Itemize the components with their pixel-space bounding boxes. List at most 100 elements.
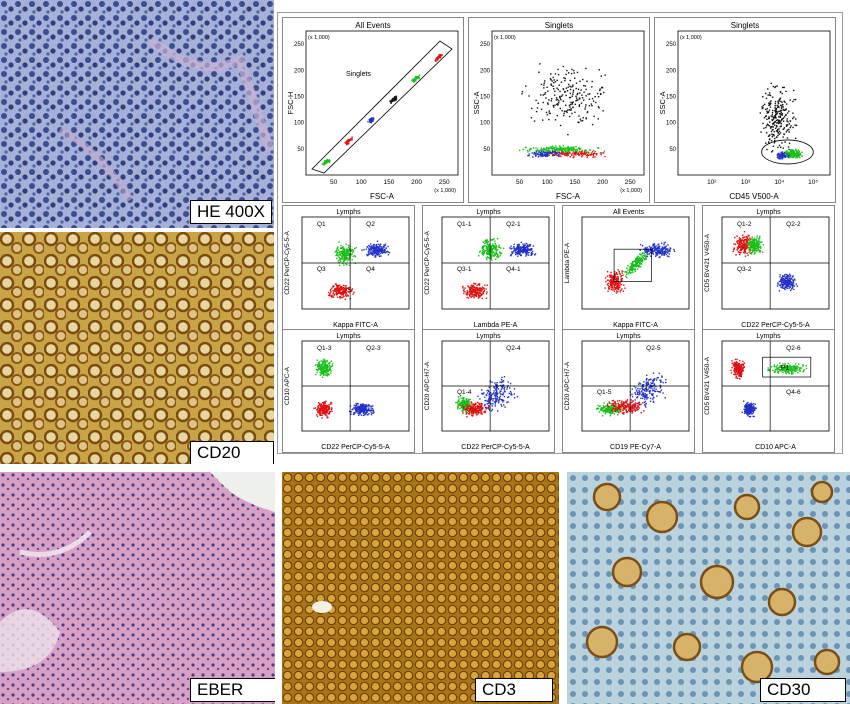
- plot-events: [732, 231, 799, 292]
- flow-plot-4: Lymphs Kappa FITC-A CD22 PerCP-Cy5-5-A Q1 Q2…: [282, 205, 415, 331]
- x-axis-label: CD45 V500-A: [729, 192, 779, 201]
- cd20-label: CD20: [190, 441, 274, 464]
- y-axis-label: CD10 APC-A: [284, 366, 291, 405]
- plot-title: Lymphs: [476, 333, 501, 340]
- event-cloud: [606, 399, 645, 415]
- quadrant-label: Q1-5: [597, 389, 612, 396]
- quadrant-label: Q4-6: [786, 389, 801, 396]
- quadrant-label: Q1-1: [457, 221, 472, 228]
- event-cloud: [776, 151, 790, 160]
- y-axis-label: Lambda PE-A: [564, 242, 571, 283]
- flow-plot-3: Singlets CD45 V500-A SSC-A 10² 10³ 10⁴ 10⁵ 50 10…: [654, 17, 836, 203]
- y-multiplier: (x 1,000): [680, 35, 702, 41]
- event-cloud: [639, 241, 676, 259]
- x-axis-label: CD19 PE-Cy7-A: [610, 444, 661, 451]
- y-axis-label: SSC-A: [658, 92, 667, 115]
- event-cloud: [455, 395, 473, 413]
- flow-plot-7: Lymphs CD22 PerCP-Cy5-5-A CD5 BV421 V450-A…: [702, 205, 835, 331]
- singlets-gate: [311, 40, 453, 174]
- quadrant-label: Q3-2: [737, 266, 752, 273]
- event-cloud: [746, 235, 765, 255]
- event-cloud: [434, 53, 443, 62]
- quadrant-label: Q1-4: [457, 389, 472, 396]
- plot-title: Lymphs: [756, 333, 781, 340]
- event-cloud: [313, 400, 333, 419]
- x-axis-label: Lambda PE-A: [474, 322, 518, 329]
- plot-title: Lymphs: [756, 209, 781, 216]
- he-micrograph: HE 400X: [0, 0, 274, 228]
- plot-title: Lymphs: [336, 333, 361, 340]
- x-axis-label: CD22 PerCP-Cy5-5-A: [461, 444, 530, 451]
- event-cloud: [741, 400, 757, 418]
- cd30-tissue-image: [567, 472, 850, 704]
- y-axis-label: CD20 APC-H7-A: [424, 361, 431, 410]
- cd3-micrograph: CD3: [282, 472, 559, 704]
- eber-micrograph: EBER: [0, 472, 275, 704]
- event-cloud: [411, 74, 421, 83]
- x-tick-label: 150: [383, 179, 394, 186]
- lymph-gate: [761, 139, 814, 165]
- y-axis-label: SSC-A: [472, 92, 481, 115]
- event-cloud: [509, 241, 537, 257]
- x-axis-label: CD10 APC-A: [755, 444, 796, 451]
- quadrant-label: Q2-1: [506, 221, 521, 228]
- flow-plot-8: Lymphs CD22 PerCP-Cy5-5-A CD10 APC-A Q1-3 Q2…: [282, 329, 415, 453]
- event-cloud: [462, 401, 491, 418]
- plot-title: Lymphs: [476, 209, 501, 216]
- x-multiplier: (x 1,000): [620, 188, 642, 194]
- event-cloud: [328, 283, 355, 300]
- quadrant-label: Q2-6: [786, 345, 801, 352]
- cd3-tissue-image: [282, 472, 559, 704]
- y-tick-label: 50: [669, 147, 676, 153]
- x-tick-label: 100: [542, 179, 553, 186]
- plot-area: [677, 30, 831, 176]
- x-tick-label: 250: [439, 179, 450, 186]
- flow-plot-10: Lymphs CD19 PE-Cy7-A CD20 APC-H7-A Q2-5 Q1-5: [562, 329, 695, 453]
- x-axis-label: CD22 PerCP-Cy5-5-A: [321, 444, 390, 451]
- quadrant-label: Q3: [317, 266, 326, 273]
- x-tick-label: 10³: [741, 179, 751, 186]
- quadrant-label: Q2-4: [506, 345, 521, 352]
- plot-events: [730, 358, 808, 418]
- event-cloud: [462, 282, 488, 300]
- quadrant-label: Q2-2: [786, 221, 801, 228]
- y-tick-label: 150: [294, 94, 305, 100]
- quadrant-label: Q3-1: [457, 266, 472, 273]
- event-cloud: [334, 241, 357, 267]
- event-cloud: [730, 358, 746, 380]
- event-cloud: [776, 273, 799, 292]
- event-cloud: [521, 63, 606, 136]
- flow-plot-6: All Events Kappa FITC-A Lambda PE-A: [562, 205, 695, 331]
- plot-events: [321, 53, 443, 166]
- x-tick-label: 10⁴: [774, 179, 784, 186]
- plot-events: [595, 372, 667, 417]
- quadrant-label: Q2: [366, 221, 375, 228]
- event-cloud: [344, 136, 353, 146]
- plot-events: [759, 82, 803, 160]
- plot-title: Lymphs: [336, 209, 361, 216]
- plot-events: [328, 240, 391, 300]
- flow-plot-2: Singlets FSC-A SSC-A 50 100 150 200 250 50 100 150…: [468, 17, 650, 203]
- y-axis-label: CD22 PerCP-Cy5-5-A: [424, 231, 431, 295]
- eber-label: EBER: [190, 678, 275, 702]
- event-cloud: [782, 148, 803, 159]
- event-cloud: [767, 362, 808, 375]
- y-tick-label: 200: [666, 68, 677, 74]
- plot-title: Singlets: [731, 21, 759, 30]
- eber-tissue-image: [0, 472, 275, 704]
- x-tick-label: 10²: [707, 179, 717, 186]
- x-axis-label: Kappa FITC-A: [333, 322, 378, 329]
- he-tissue-image: [0, 0, 274, 228]
- cd20-tissue-image: [0, 232, 274, 464]
- plot-events: [313, 358, 375, 419]
- gate-label: Singlets: [346, 71, 371, 78]
- x-tick-label: 250: [625, 179, 636, 186]
- y-tick-label: 100: [480, 121, 491, 127]
- event-cloud: [622, 250, 652, 279]
- y-tick-label: 100: [666, 121, 677, 127]
- quadrant-label: Q1-3: [317, 345, 332, 352]
- p1-gate: [762, 356, 812, 378]
- x-tick-label: 200: [597, 179, 608, 186]
- event-cloud: [367, 117, 375, 124]
- y-tick-label: 250: [480, 42, 491, 48]
